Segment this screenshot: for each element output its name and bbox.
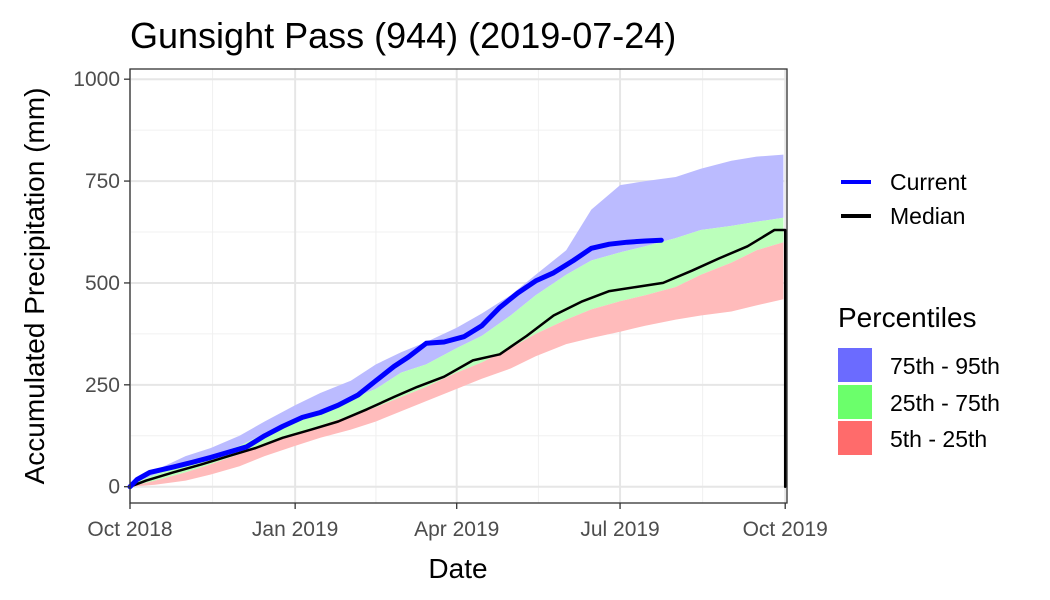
x-tick-label: Jan 2019 <box>252 518 338 541</box>
band-75-95 <box>130 154 784 485</box>
legend-label-5-25: 5th - 25th <box>890 426 987 452</box>
x-tick-label: Apr 2019 <box>414 518 499 541</box>
legend-key-25-75 <box>838 385 872 419</box>
series-line-median <box>128 228 787 488</box>
series-line-current <box>127 237 664 490</box>
y-tick-label: 0 <box>108 476 120 499</box>
y-axis: 0 250 500 750 1000 <box>73 68 130 499</box>
legend-percentiles: Percentiles 75th - 95th 25th - 75th 5th … <box>838 302 1000 455</box>
legend-label-current: Current <box>890 169 967 195</box>
chart-title: Gunsight Pass (944) (2019-07-24) <box>130 15 676 56</box>
y-axis-title: Accumulated Precipitation (mm) <box>19 88 50 485</box>
plot-border <box>129 68 788 504</box>
x-axis-title: Date <box>428 553 487 584</box>
y-tick-label: 500 <box>85 272 120 295</box>
x-tick-label: Oct 2018 <box>87 518 172 541</box>
x-tick-label: Oct 2019 <box>743 518 828 541</box>
x-tick-label: Jul 2019 <box>580 518 659 541</box>
legend-label-median: Median <box>890 203 965 229</box>
legend-label-25-75: 25th - 75th <box>890 390 1000 416</box>
legend-key-5-25 <box>838 421 872 455</box>
percentile-bands <box>130 154 784 487</box>
band-25-75 <box>130 217 784 487</box>
y-tick-label: 250 <box>85 374 120 397</box>
band-5-25 <box>130 242 784 487</box>
y-tick-label: 750 <box>85 170 120 193</box>
legend-key-75-95 <box>838 348 872 382</box>
x-axis: Oct 2018 Jan 2019 Apr 2019 Jul 2019 Oct 2019 <box>87 503 828 541</box>
legend-label-75-95: 75th - 95th <box>890 353 1000 379</box>
y-tick-label: 1000 <box>73 68 120 91</box>
legend-lines: Current Median <box>841 169 967 229</box>
series-lines <box>127 228 787 490</box>
legend-title-percentiles: Percentiles <box>838 302 977 333</box>
